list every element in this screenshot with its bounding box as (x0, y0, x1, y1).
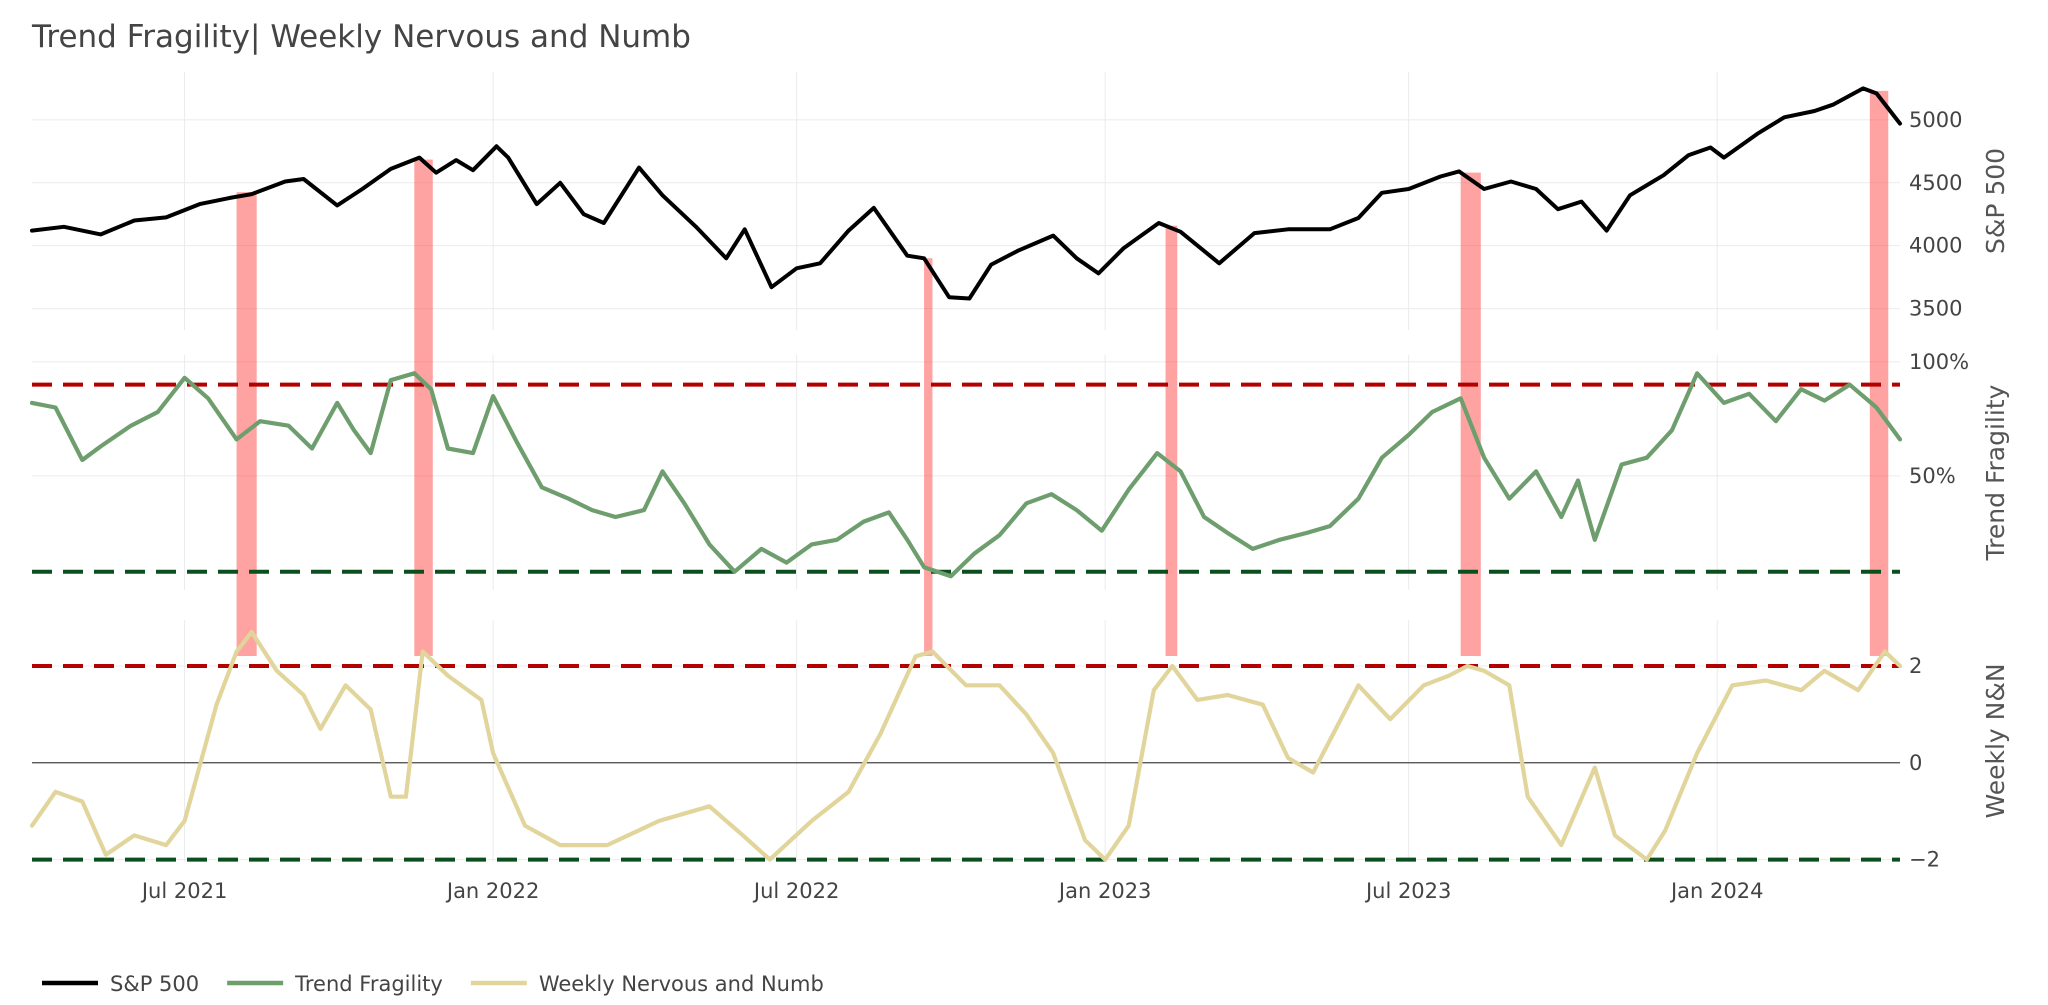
x-tick-label: Jan 2023 (1057, 879, 1152, 903)
y-tick-label-nn: 2 (1909, 654, 1922, 678)
chart-title: Trend Fragility| Weekly Nervous and Numb (31, 19, 691, 55)
y-tick-label-fragility: 50% (1909, 464, 1956, 488)
y-tick-label-nn: 0 (1909, 751, 1922, 775)
signal-band (1460, 172, 1481, 656)
x-tick-label: Jul 2023 (1364, 879, 1451, 903)
series-line-fragility (29, 371, 1903, 579)
axis-ticks: Jul 2021 Jan 2022 Jul 2022 Jan 2023 Jul 2023… (140, 108, 1969, 903)
y-axis-title-sp500: S&P 500 (1981, 148, 2010, 254)
y-tick-label-fragility: 100% (1909, 350, 1969, 374)
series-line-sp500 (30, 86, 1902, 301)
y-tick-label-nn: −2 (1909, 848, 1940, 872)
axis-titles: S&P 500 Trend Fragility Weekly N&N (1981, 148, 2010, 819)
legend-item[interactable]: Weekly Nervous and Numb (470, 972, 824, 996)
x-tick-label: Jan 2024 (1669, 879, 1764, 903)
y-axis-title-nn: Weekly N&N (1981, 663, 2010, 818)
legend-item[interactable]: Trend Fragility (227, 972, 443, 996)
x-tick-label: Jul 2021 (140, 879, 227, 903)
legend-label: Weekly Nervous and Numb (539, 972, 824, 996)
series-lines (29, 86, 1903, 862)
y-tick-label-sp500: 5000 (1909, 108, 1962, 132)
y-tick-label-sp500: 4000 (1909, 234, 1962, 258)
legend-label: S&P 500 (110, 972, 199, 996)
reference-lines (32, 382, 1900, 862)
x-tick-label: Jul 2022 (752, 879, 839, 903)
signal-bands (236, 90, 1889, 656)
y-tick-label-sp500: 4500 (1909, 171, 1962, 195)
y-tick-label-sp500: 3500 (1909, 297, 1962, 321)
legend-label: Trend Fragility (294, 972, 443, 996)
signal-band (924, 258, 933, 656)
signal-band (236, 192, 257, 656)
signal-band (1869, 90, 1889, 656)
signal-band (1165, 225, 1178, 656)
signal-band (414, 159, 433, 656)
legend: S&P 500 Trend Fragility Weekly Nervous and… (42, 972, 824, 996)
legend-item[interactable]: S&P 500 (42, 972, 199, 996)
y-axis-title-fragility: Trend Fragility (1981, 384, 2010, 561)
x-tick-label: Jan 2022 (445, 879, 540, 903)
series-line-nn (29, 630, 1903, 862)
